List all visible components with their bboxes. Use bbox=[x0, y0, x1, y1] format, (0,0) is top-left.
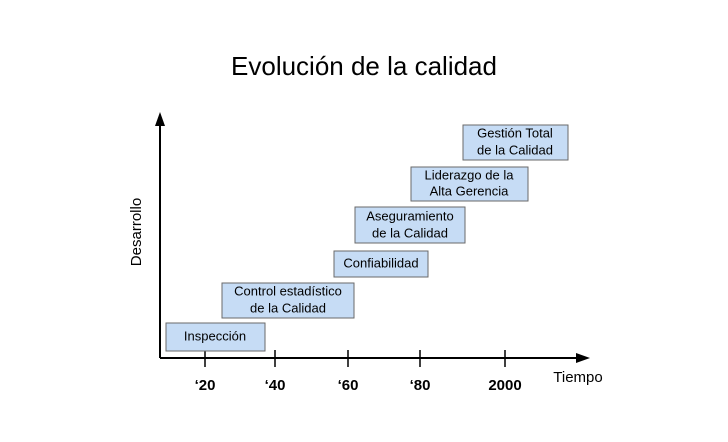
axes bbox=[159, 124, 580, 359]
y-arrow bbox=[155, 112, 165, 126]
stage-label: Gestión Total bbox=[477, 125, 553, 140]
stage-box bbox=[165, 322, 266, 352]
x-tick-label: ‘40 bbox=[265, 377, 286, 394]
x-tick-label: ‘60 bbox=[338, 377, 359, 394]
x-label: Tiempo bbox=[553, 369, 602, 386]
stage-label: Inspección bbox=[184, 328, 246, 343]
stage-label: Control estadístico bbox=[234, 283, 342, 298]
stage-label: Alta Gerencia bbox=[430, 183, 510, 198]
x-arrow bbox=[576, 353, 590, 363]
stage-label: de la Calidad bbox=[372, 225, 448, 240]
x-tick-label: ‘20 bbox=[195, 377, 216, 394]
title: Evolución de la calidad bbox=[231, 51, 497, 81]
stage-label: Liderazgo de la bbox=[425, 167, 515, 182]
stage-label: de la Calidad bbox=[477, 142, 553, 157]
stage-box bbox=[221, 282, 355, 319]
x-tick-label: 2000 bbox=[488, 377, 521, 394]
y-label: Desarrollo bbox=[128, 198, 145, 266]
stage-label: Confiabilidad bbox=[343, 255, 418, 270]
stage-box bbox=[333, 250, 429, 278]
stage-box bbox=[354, 206, 466, 244]
stage-label: de la Calidad bbox=[250, 300, 326, 315]
x-tick-label: ‘80 bbox=[410, 377, 431, 394]
stage-box bbox=[410, 166, 529, 202]
stage-label: Aseguramiento bbox=[366, 208, 453, 223]
stage-box bbox=[462, 124, 569, 161]
tick-marks bbox=[204, 350, 506, 367]
